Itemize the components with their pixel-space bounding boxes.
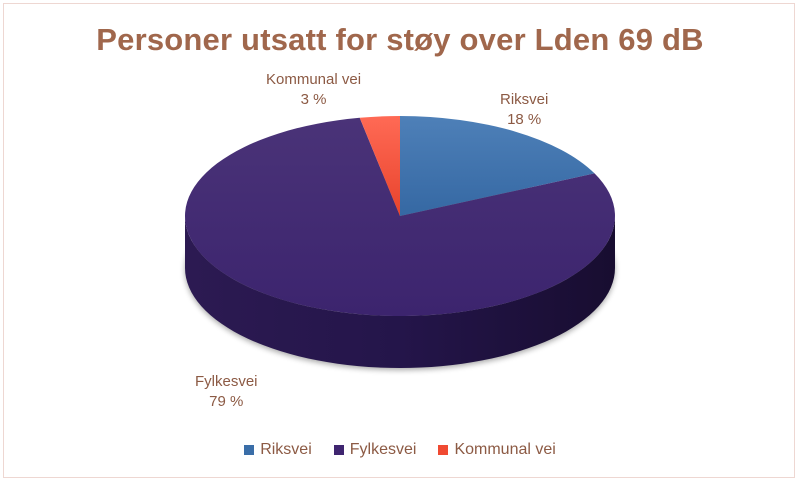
legend: Riksvei Fylkesvei Kommunal vei xyxy=(0,441,800,459)
chart-title: Personer utsatt for støy over Lden 69 dB xyxy=(96,22,704,57)
legend-swatch-icon xyxy=(333,445,344,455)
label-value: 18 % xyxy=(507,111,542,128)
label-name: Riksvei xyxy=(500,91,549,108)
label-riksvei: Riksvei 18 % xyxy=(500,90,548,130)
label-value: 79 % xyxy=(209,393,244,410)
label-name: Fylkesvei xyxy=(195,373,258,390)
pie-slice-riksvei[interactable] xyxy=(400,116,595,216)
legend-label: Fylkesvei xyxy=(349,441,417,458)
pie-slice-kommunal-vei[interactable] xyxy=(359,116,400,216)
legend-label: Riksvei xyxy=(260,441,312,458)
label-fylkesvei: Fylkesvei 79 % xyxy=(195,372,258,412)
legend-swatch-icon xyxy=(438,445,449,455)
pie-slice-fylkesvei[interactable] xyxy=(184,117,615,317)
legend-item-kommunal-vei[interactable]: Kommunal vei xyxy=(438,441,556,459)
label-name: Kommunal vei xyxy=(266,71,362,88)
label-kommunal-vei: Kommunal vei 3 % xyxy=(266,70,361,110)
legend-swatch-icon xyxy=(244,445,255,455)
legend-item-fylkesvei[interactable]: Fylkesvei xyxy=(333,441,417,459)
legend-item-riksvei[interactable]: Riksvei xyxy=(244,441,312,459)
legend-label: Kommunal vei xyxy=(454,441,556,458)
label-value: 3 % xyxy=(300,91,327,108)
